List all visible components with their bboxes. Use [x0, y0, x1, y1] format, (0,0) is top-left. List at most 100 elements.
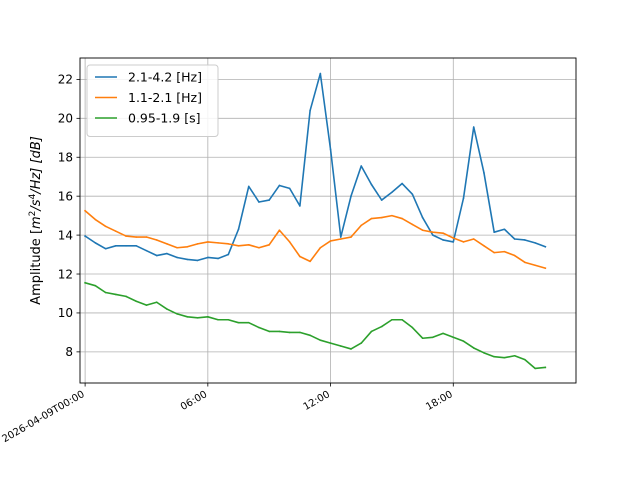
data-point	[299, 205, 301, 207]
data-point	[94, 242, 97, 244]
data-point	[432, 336, 434, 339]
data-point	[493, 251, 495, 254]
data-point	[258, 326, 260, 329]
data-point	[462, 241, 465, 243]
data-point	[135, 300, 138, 303]
data-point	[94, 284, 97, 287]
data-point	[524, 261, 526, 264]
data-point	[207, 256, 209, 259]
data-point	[217, 242, 219, 244]
data-point	[503, 356, 506, 359]
data-point	[278, 184, 281, 187]
data-point	[513, 238, 516, 240]
data-point	[207, 316, 209, 318]
data-point	[247, 321, 250, 324]
y-axis-label: Amplitude [m2/s4/Hz] [dB]	[28, 136, 44, 305]
data-point	[207, 241, 209, 243]
data-point	[288, 331, 291, 334]
data-point	[309, 260, 311, 263]
data-point	[432, 231, 434, 233]
data-point	[452, 241, 455, 243]
data-point	[247, 244, 250, 246]
data-point	[534, 264, 536, 267]
data-point	[125, 235, 127, 237]
data-point	[278, 229, 281, 232]
data-point	[442, 332, 444, 335]
data-point	[370, 217, 373, 220]
data-point	[155, 301, 158, 304]
data-point	[186, 258, 189, 261]
data-point	[391, 318, 393, 321]
data-point	[114, 230, 117, 233]
data-point	[493, 355, 495, 358]
data-point	[176, 313, 178, 315]
data-point	[288, 241, 291, 243]
legend-label: 2.1-4.2 [Hz]	[128, 70, 202, 85]
data-point	[104, 291, 107, 294]
data-point	[339, 236, 342, 238]
data-point	[544, 366, 547, 369]
legend-label: 0.95-1.9 [s]	[128, 111, 200, 126]
data-point	[483, 352, 485, 354]
data-point	[483, 244, 485, 247]
data-point	[421, 229, 424, 232]
data-point	[217, 257, 219, 260]
data-point	[391, 214, 393, 217]
data-point	[186, 245, 189, 248]
data-point	[472, 126, 475, 128]
data-point	[442, 239, 444, 241]
data-point	[329, 240, 332, 242]
data-point	[196, 317, 199, 319]
data-point	[104, 225, 107, 228]
data-point	[268, 199, 270, 201]
series-line-3	[84, 281, 547, 370]
data-point	[309, 109, 311, 112]
data-point	[145, 304, 148, 306]
data-point	[247, 185, 250, 188]
data-point	[258, 246, 260, 249]
data-point	[360, 165, 363, 167]
data-point	[493, 231, 495, 233]
data-point	[237, 228, 240, 231]
y-tick-label: 22	[58, 73, 73, 87]
data-point	[534, 242, 536, 244]
data-point	[350, 348, 352, 350]
data-point	[237, 321, 240, 324]
data-point	[350, 195, 352, 197]
data-point	[524, 358, 526, 361]
data-point	[360, 342, 363, 344]
y-tick-label: 18	[58, 151, 73, 165]
data-point	[166, 243, 168, 245]
data-point	[319, 246, 322, 249]
data-point	[534, 367, 536, 370]
data-point	[227, 253, 230, 256]
data-point	[299, 331, 301, 334]
data-point	[176, 256, 178, 259]
plot-frame	[79, 57, 577, 384]
y-tick-label: 10	[58, 306, 73, 320]
data-point	[227, 243, 230, 245]
series-layer	[83, 72, 547, 370]
data-point	[421, 216, 424, 219]
data-point	[462, 340, 465, 342]
data-point	[503, 250, 506, 253]
y-tick-label: 20	[58, 112, 73, 126]
data-point	[299, 255, 301, 258]
data-point	[411, 193, 414, 196]
data-point	[380, 325, 383, 328]
data-point	[339, 238, 342, 240]
data-point	[288, 187, 291, 190]
data-point	[309, 334, 311, 337]
series-line-2	[83, 209, 547, 270]
data-point	[452, 336, 455, 339]
data-point	[319, 339, 322, 341]
data-point	[176, 246, 178, 249]
data-point	[421, 337, 424, 340]
data-point	[155, 254, 158, 257]
data-point	[84, 235, 86, 237]
data-point	[227, 318, 230, 321]
data-point	[401, 217, 403, 220]
data-point	[360, 224, 363, 227]
data-point	[432, 234, 434, 236]
data-point	[442, 232, 444, 234]
